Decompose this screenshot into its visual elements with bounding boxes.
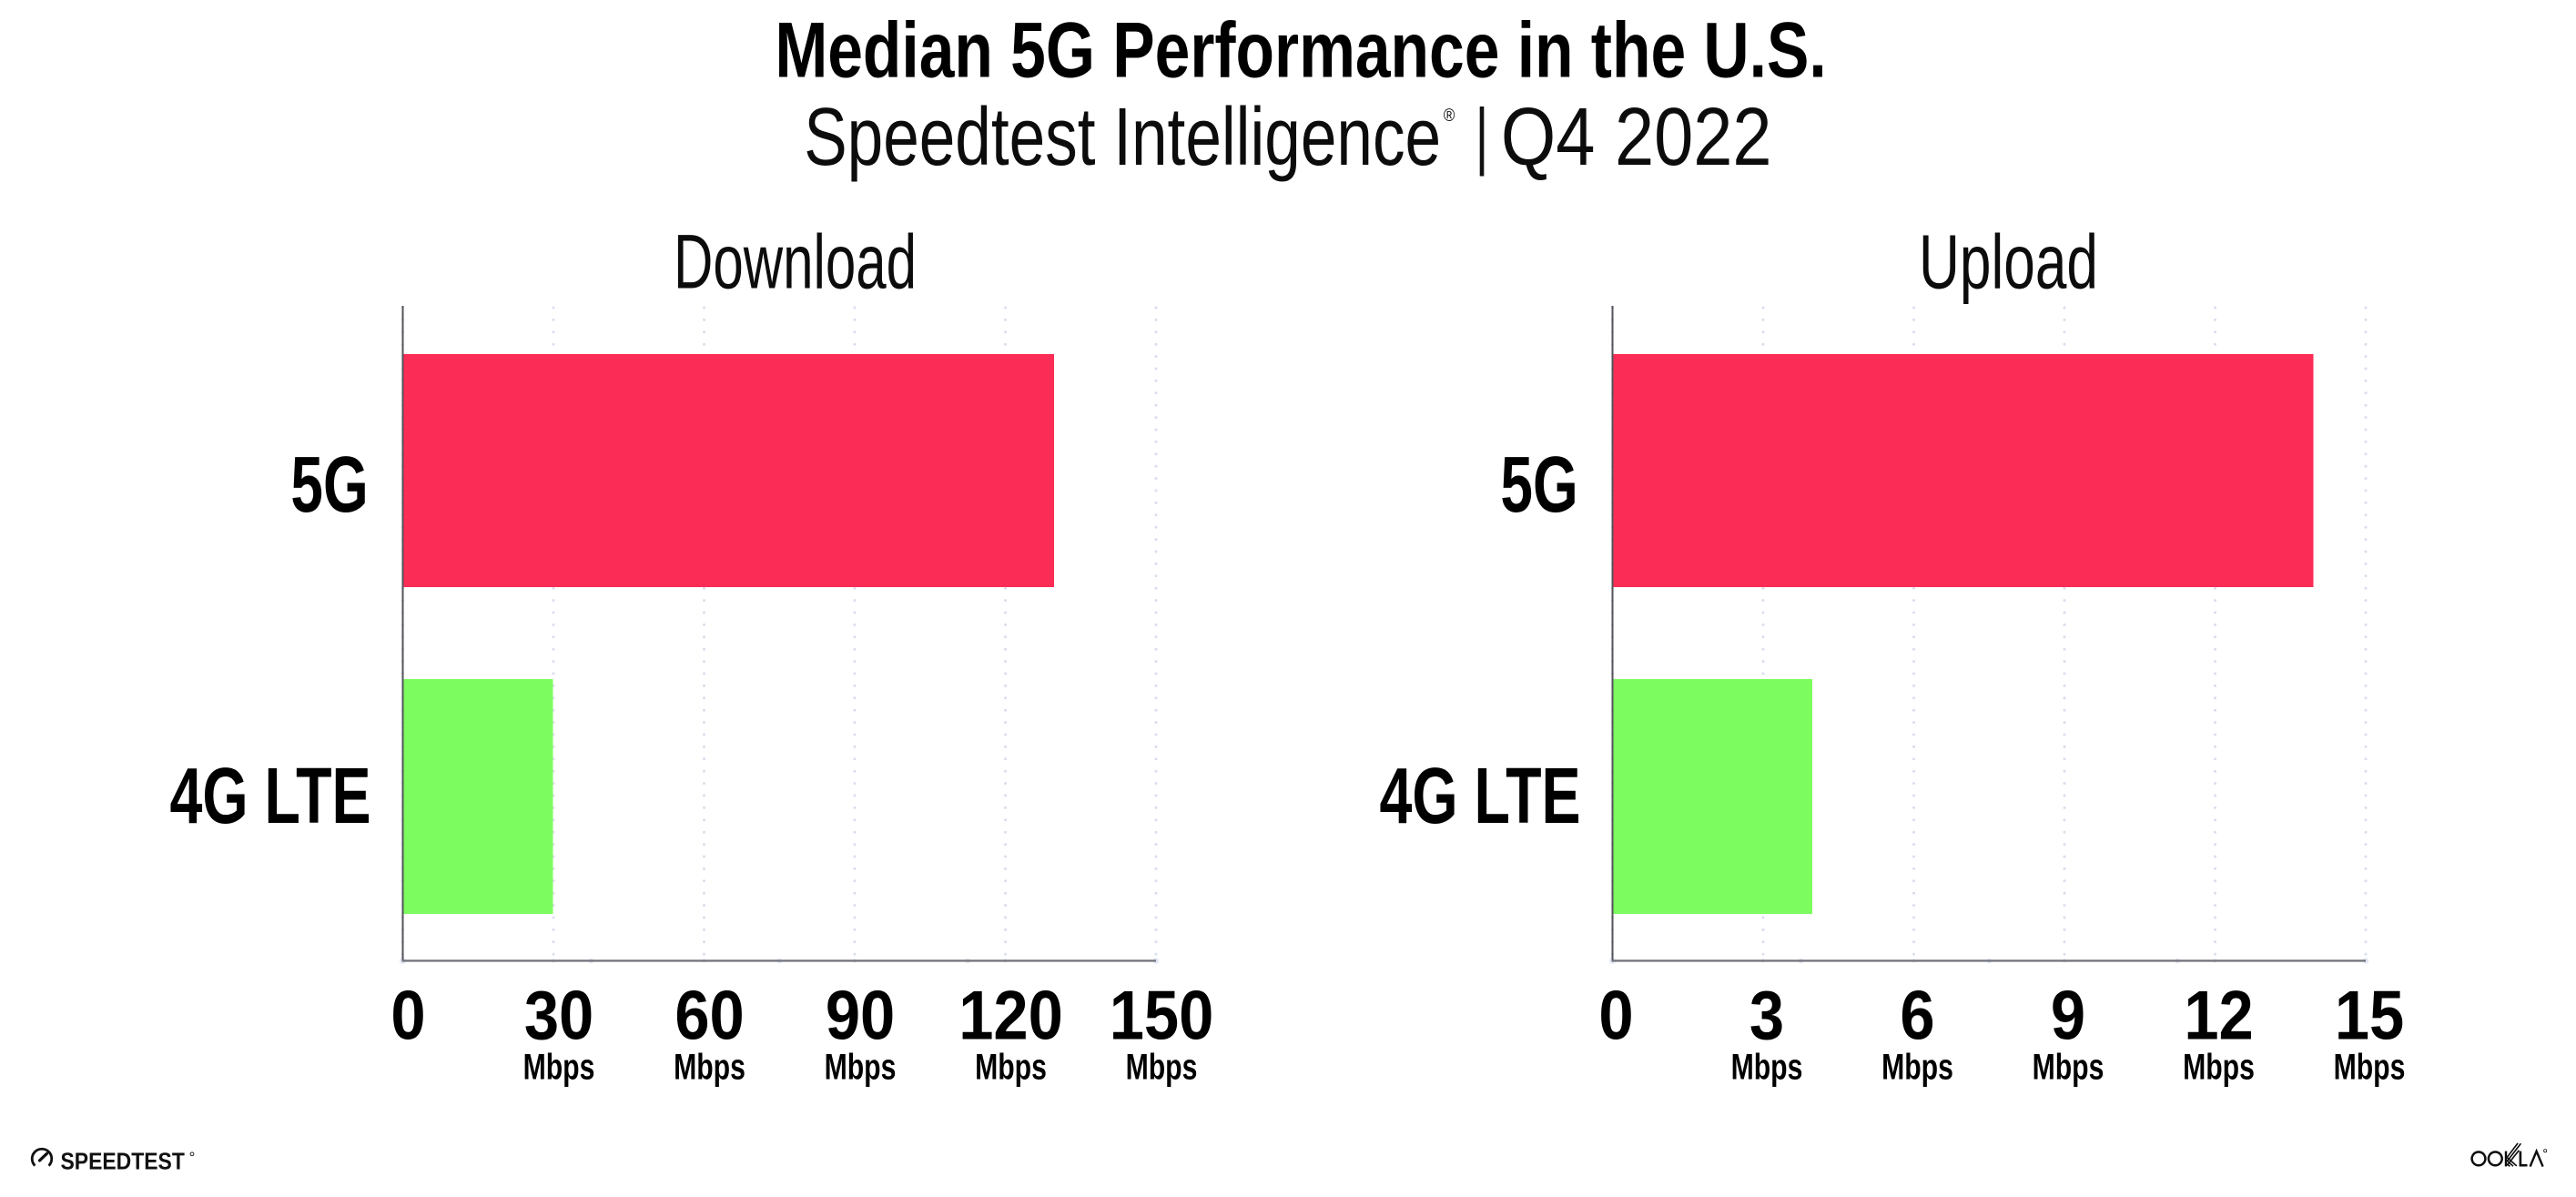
svg-text:30: 30	[524, 977, 593, 1054]
svg-text:3: 3	[1749, 977, 1784, 1054]
svg-text:Mbps: Mbps	[1731, 1048, 1803, 1088]
svg-text:Upload: Upload	[1919, 218, 2098, 305]
svg-text:5G: 5G	[1500, 441, 1577, 530]
svg-text:Mbps: Mbps	[2334, 1048, 2406, 1088]
svg-text:Mbps: Mbps	[825, 1048, 897, 1088]
svg-text:12: 12	[2184, 977, 2253, 1054]
svg-text:0: 0	[1598, 977, 1633, 1054]
svg-text:90: 90	[826, 977, 895, 1054]
svg-text:Mbps: Mbps	[674, 1048, 745, 1088]
svg-text:6: 6	[1900, 977, 1934, 1054]
svg-text:Mbps: Mbps	[975, 1048, 1047, 1088]
svg-text:Q4 2022: Q4 2022	[1501, 91, 1772, 182]
svg-text:5G: 5G	[290, 441, 368, 530]
svg-text:150: 150	[1110, 977, 1214, 1054]
svg-text:9: 9	[2051, 977, 2085, 1054]
svg-text:Mbps: Mbps	[2033, 1048, 2104, 1088]
svg-text:4G LTE: 4G LTE	[169, 753, 370, 841]
svg-text:Download: Download	[674, 218, 917, 305]
svg-text:Median 5G Performance in the U: Median 5G Performance in the U.S.	[775, 5, 1826, 94]
svg-text:Mbps: Mbps	[523, 1048, 595, 1088]
svg-text:60: 60	[674, 977, 744, 1054]
svg-text:Mbps: Mbps	[2183, 1048, 2255, 1088]
svg-text:SPEEDTEST: SPEEDTEST	[61, 1149, 185, 1175]
svg-text:4G LTE: 4G LTE	[1379, 753, 1580, 841]
svg-text:120: 120	[958, 977, 1063, 1054]
svg-text:Mbps: Mbps	[1126, 1048, 1198, 1088]
svg-text:0: 0	[390, 977, 425, 1054]
svg-text:®: ®	[1444, 106, 1455, 125]
svg-text:Speedtest Intelligence: Speedtest Intelligence	[804, 92, 1441, 183]
svg-text:15: 15	[2335, 977, 2404, 1054]
svg-text:Mbps: Mbps	[1881, 1048, 1953, 1088]
